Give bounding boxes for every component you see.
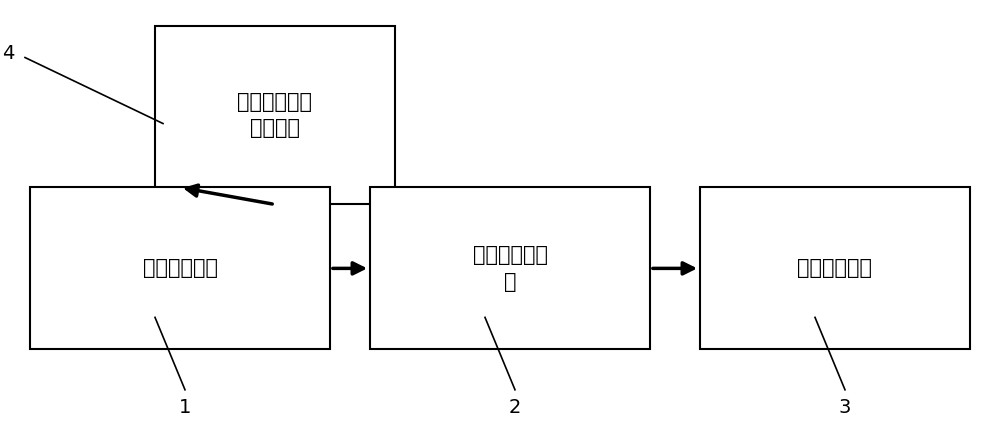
Bar bbox=[700, 187, 970, 349]
Text: 电子式互感器: 电子式互感器 bbox=[143, 259, 218, 278]
Text: 波形分析装置: 波形分析装置 bbox=[798, 259, 872, 278]
Bar bbox=[30, 187, 330, 349]
Text: 高精度采样装
置: 高精度采样装 置 bbox=[473, 245, 548, 291]
Bar bbox=[155, 26, 395, 204]
Text: 2: 2 bbox=[509, 398, 521, 417]
Text: 4: 4 bbox=[2, 44, 14, 63]
Text: 3: 3 bbox=[839, 398, 851, 417]
Bar bbox=[370, 187, 650, 349]
Text: 母线交流电压
信号输入: 母线交流电压 信号输入 bbox=[238, 92, 312, 138]
Text: 1: 1 bbox=[179, 398, 191, 417]
